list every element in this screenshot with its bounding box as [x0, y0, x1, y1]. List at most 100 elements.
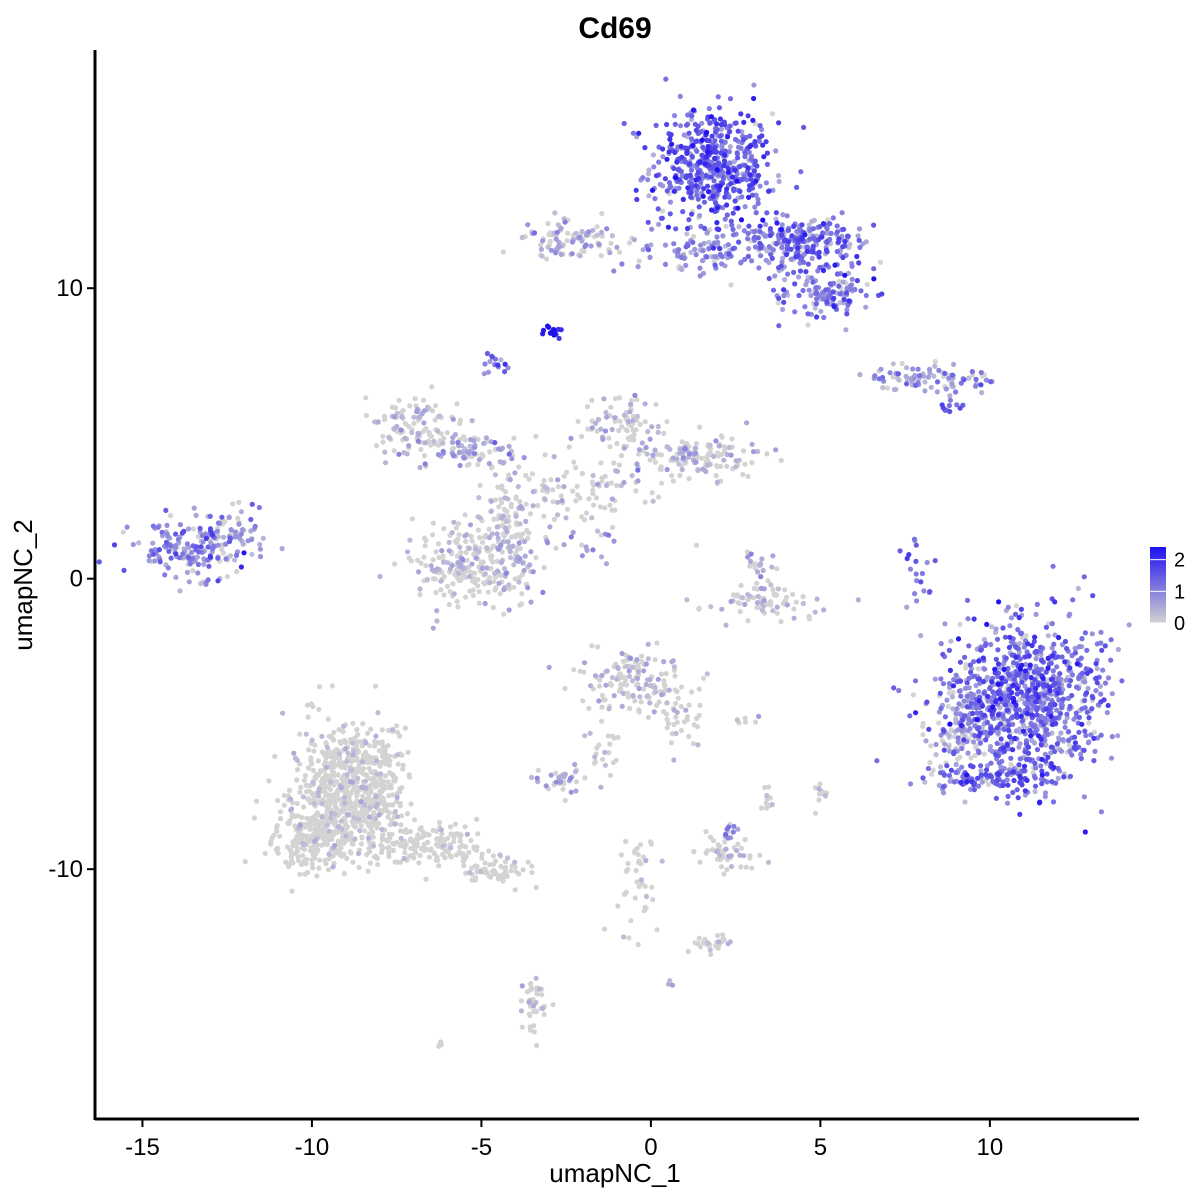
cell-point — [645, 247, 652, 253]
cell-point — [993, 656, 999, 662]
cell-point — [1007, 623, 1013, 629]
cell-point — [1038, 742, 1044, 748]
cell-point — [428, 433, 435, 439]
cell-point — [977, 740, 984, 746]
cell-point — [198, 581, 204, 587]
cell-point — [297, 789, 303, 795]
cell-point — [599, 692, 606, 698]
cell-point — [473, 546, 479, 552]
cell-point — [232, 557, 238, 563]
cell-point — [136, 540, 142, 546]
cell-point — [385, 838, 391, 844]
cell-point — [436, 554, 442, 561]
cell-point — [636, 451, 642, 457]
cell-point — [713, 472, 719, 479]
cell-point — [451, 591, 457, 597]
cell-point — [1064, 645, 1070, 652]
cell-point — [697, 273, 703, 279]
cell-point — [468, 533, 474, 539]
cell-point — [962, 654, 968, 660]
cell-point — [1091, 758, 1097, 764]
cell-point — [913, 571, 919, 577]
cell-point — [262, 850, 268, 856]
cell-point — [1093, 688, 1099, 694]
cell-point — [614, 244, 620, 250]
cell-point — [740, 595, 746, 601]
cell-point — [234, 569, 240, 575]
cell-point — [717, 116, 724, 122]
cell-point — [946, 375, 952, 381]
cell-point — [492, 440, 498, 446]
cell-point — [681, 719, 688, 725]
cell-point — [994, 740, 1000, 747]
cell-point — [553, 779, 560, 785]
cell-point — [725, 941, 731, 947]
cell-point — [695, 123, 701, 129]
cell-point — [1062, 724, 1068, 730]
cell-point — [607, 741, 613, 747]
cell-point — [733, 120, 739, 126]
cell-point — [1003, 655, 1009, 661]
cell-point — [721, 162, 727, 169]
cell-point — [1049, 779, 1055, 785]
cell-point — [738, 582, 744, 589]
cell-point — [754, 580, 760, 586]
cell-point — [591, 502, 597, 508]
cell-point — [449, 446, 455, 452]
cell-point — [805, 322, 811, 328]
cell-point — [678, 704, 684, 710]
cell-point — [481, 371, 487, 377]
cell-point — [649, 490, 655, 496]
cell-point — [482, 361, 488, 367]
cell-point — [477, 535, 483, 541]
cell-point — [327, 779, 333, 785]
cell-point — [430, 520, 436, 526]
cell-point — [661, 430, 667, 436]
cell-point — [809, 275, 815, 281]
cell-point — [392, 859, 398, 865]
cell-point — [236, 499, 242, 505]
cell-point — [1026, 687, 1032, 694]
cell-point — [790, 591, 796, 598]
cell-point — [693, 127, 699, 133]
cell-point — [485, 589, 491, 595]
cell-point — [417, 591, 423, 598]
cell-point — [554, 229, 560, 235]
cell-point — [661, 659, 667, 665]
cell-point — [561, 542, 567, 548]
cell-point — [799, 235, 805, 242]
cell-point — [920, 775, 926, 781]
cell-point — [1084, 647, 1090, 654]
cell-point — [358, 841, 364, 847]
cell-point — [533, 433, 539, 439]
cell-point — [688, 249, 694, 255]
cell-point — [297, 761, 303, 767]
cell-point — [704, 183, 711, 189]
cell-point — [823, 287, 829, 293]
cell-point — [734, 150, 740, 156]
cell-point — [946, 733, 952, 739]
cell-point — [548, 247, 555, 253]
cell-point — [767, 232, 773, 239]
cell-point — [780, 212, 786, 218]
cell-point — [594, 224, 600, 230]
cell-point — [257, 541, 263, 548]
cell-point — [921, 588, 927, 594]
cell-point — [519, 571, 526, 578]
cell-point — [1013, 728, 1019, 734]
cell-point — [636, 447, 643, 453]
cell-point — [479, 451, 485, 457]
cell-point — [1072, 650, 1078, 656]
cell-point — [428, 846, 434, 852]
cell-point — [978, 647, 984, 653]
cell-point — [726, 149, 732, 155]
cell-point — [671, 664, 678, 670]
cell-point — [662, 683, 668, 689]
cell-point — [590, 482, 597, 488]
cell-point — [310, 780, 316, 786]
cell-point — [395, 761, 401, 767]
cell-point — [796, 292, 802, 299]
cell-point — [771, 591, 777, 597]
cell-point — [749, 192, 756, 198]
cell-point — [896, 377, 902, 383]
